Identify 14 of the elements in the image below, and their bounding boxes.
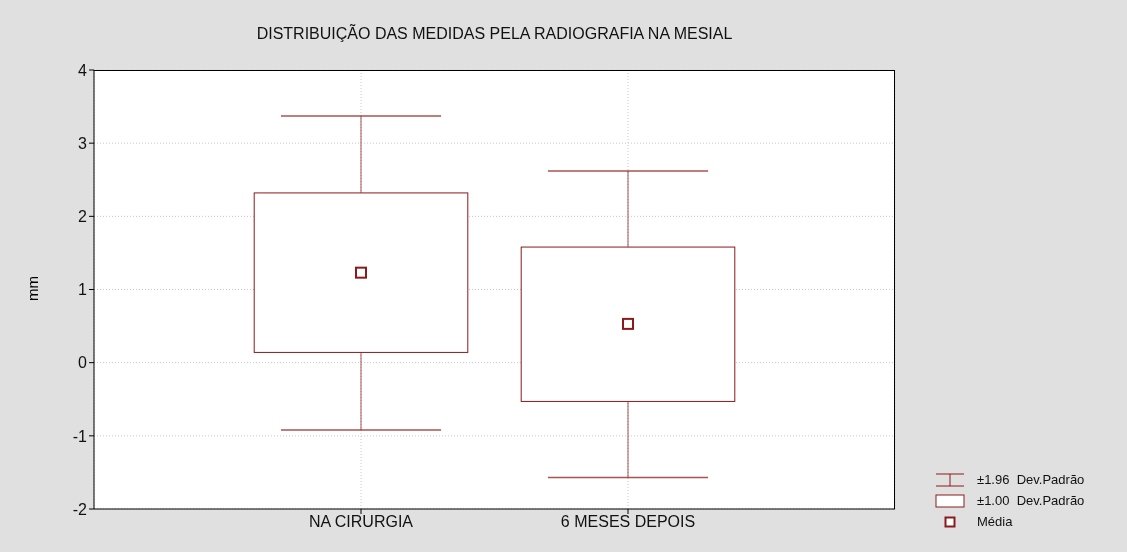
y-tick-label: -2	[72, 500, 88, 518]
y-tick-label: 0	[78, 354, 88, 372]
x-tick-label: NA CIRURGIA	[308, 513, 414, 531]
text: ±1.00 Dev.Padrão	[977, 493, 1085, 508]
text: Média	[977, 514, 1013, 529]
y-tick-label: 4	[78, 61, 88, 79]
y-tick-label: 3	[78, 134, 88, 152]
y-tick-label: -1	[72, 427, 88, 445]
text: ±1.96 Dev.Padrão	[977, 472, 1085, 487]
x-tick-label: 6 MESES DEPOIS	[560, 513, 696, 531]
y-tick-label: 1	[78, 281, 88, 299]
y-tick-label: 2	[78, 208, 88, 226]
chart-title: DISTRIBUIÇÃO DAS MEDIDAS PELA RADIOGRAFIA NA MESIAL	[255, 25, 734, 43]
y-axis-title: mm	[24, 275, 41, 301]
